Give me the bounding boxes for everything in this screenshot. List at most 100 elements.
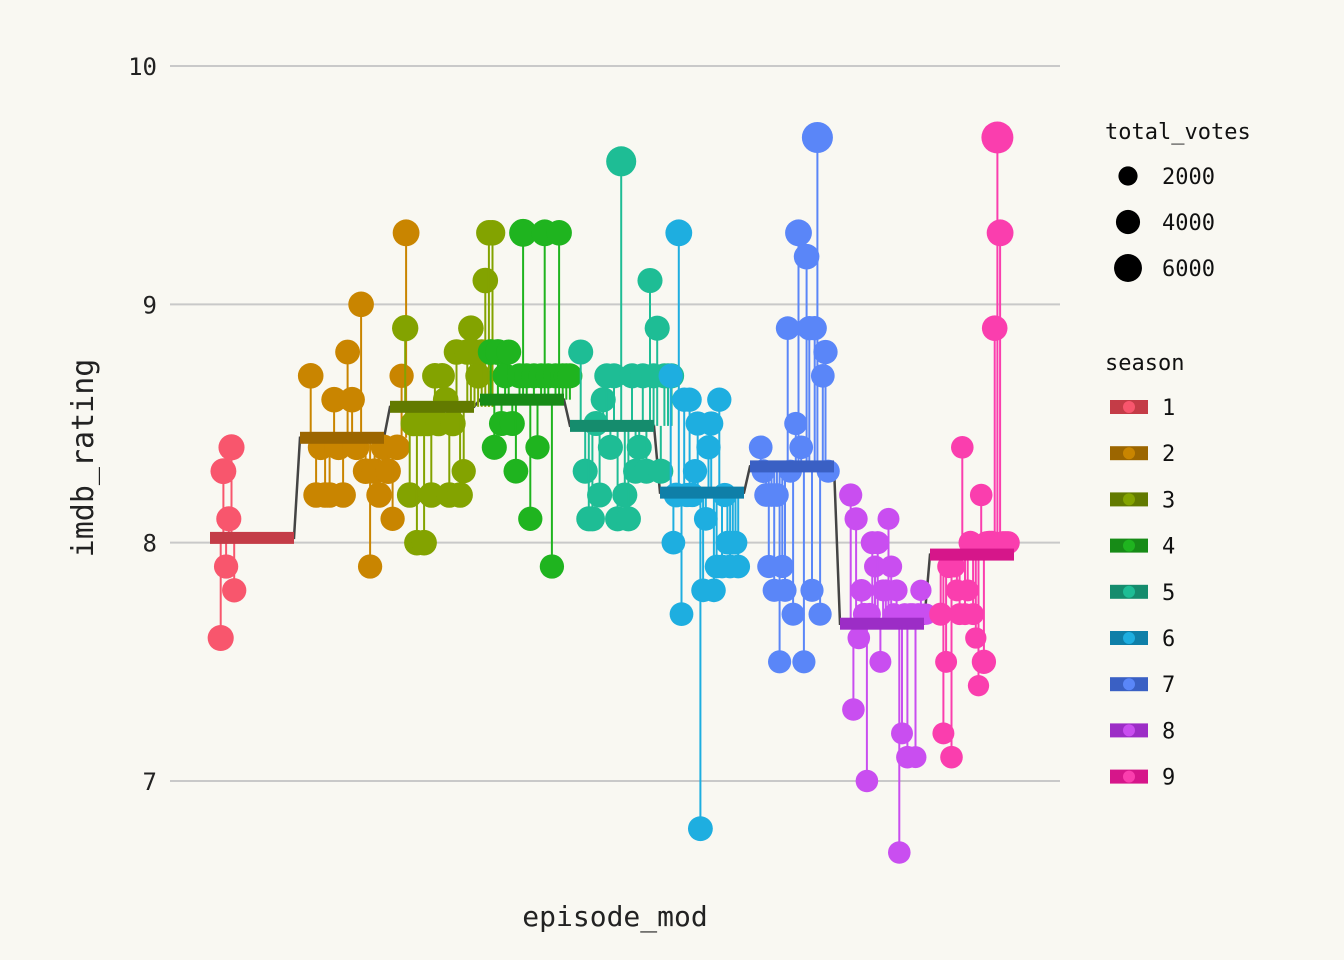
episode-point	[587, 482, 613, 508]
episode-point	[612, 482, 638, 508]
episode-point	[579, 506, 605, 532]
episode-point	[699, 411, 724, 436]
episode-point	[572, 458, 598, 484]
episode-point	[525, 435, 550, 460]
season-9-lollipops	[929, 121, 1020, 769]
episode-point	[218, 434, 245, 461]
y-tick-label-9: 9	[143, 291, 157, 319]
y-tick-label-7: 7	[143, 768, 157, 796]
season-1-mean-bar	[210, 531, 294, 544]
lollipops	[207, 121, 1020, 864]
episode-point	[637, 267, 663, 294]
season-9-mean-bar	[930, 548, 1014, 561]
episode-point	[606, 146, 637, 177]
episode-point	[888, 841, 911, 864]
episode-point	[335, 339, 361, 365]
episode-point	[366, 482, 392, 508]
episode-point	[615, 506, 641, 532]
legend-total-votes: total_votes 2000 4000 6000	[1105, 120, 1251, 282]
episode-point	[986, 219, 1014, 247]
episode-point	[981, 315, 1008, 341]
episode-point	[781, 602, 805, 626]
episode-point	[801, 121, 833, 154]
episode-point	[380, 506, 405, 531]
episode-point	[648, 458, 674, 484]
episode-point	[996, 531, 1020, 555]
episode-point	[967, 675, 990, 697]
season-legend-label-8: 8	[1162, 719, 1175, 744]
episode-point	[891, 722, 913, 745]
episode-point	[726, 554, 751, 579]
episode-point	[590, 387, 616, 413]
episode-point	[557, 363, 583, 389]
episode-point	[339, 386, 365, 413]
episode-point	[940, 745, 963, 769]
episode-point	[392, 219, 420, 247]
episode-point	[885, 579, 908, 602]
size-legend-dot-6000	[1114, 254, 1142, 282]
episode-point	[842, 698, 865, 721]
season-legend-label-7: 7	[1162, 673, 1175, 698]
season-legend-label-6: 6	[1162, 627, 1175, 652]
episode-point	[357, 554, 383, 579]
episode-point	[451, 459, 476, 484]
size-legend-dot-2000	[1118, 166, 1138, 186]
episode-point	[665, 219, 693, 247]
episode-point	[748, 435, 773, 460]
season-legend-label-5: 5	[1162, 581, 1175, 606]
episode-point	[447, 482, 473, 508]
episode-point	[479, 220, 506, 246]
size-legend-label-4000: 4000	[1162, 211, 1215, 236]
season-2-lollipops	[297, 219, 420, 579]
season-legend-dot-9	[1123, 770, 1135, 783]
season-legend-label-1: 1	[1162, 396, 1175, 421]
season-5-lollipops	[568, 146, 685, 532]
episode-point	[418, 482, 445, 508]
episode-point	[210, 458, 237, 485]
season-5-mean-bar	[570, 419, 654, 432]
y-axis-label: imdb_rating	[66, 359, 101, 558]
episode-point	[693, 506, 718, 531]
x-axis-label: episode_mod	[522, 900, 707, 934]
episode-point	[773, 578, 797, 602]
season-7-mean-bar	[750, 460, 834, 473]
size-legend-label-6000: 6000	[1162, 257, 1215, 282]
season-1-lollipops	[207, 434, 247, 652]
episode-point	[389, 363, 414, 388]
episode-point	[392, 314, 419, 342]
episode-point	[440, 410, 466, 437]
episode-point	[971, 649, 997, 674]
episode-point	[962, 603, 985, 626]
episode-point	[658, 363, 683, 388]
season-legend-dot-4	[1123, 539, 1135, 552]
y-tick-label-10: 10	[128, 53, 157, 81]
season-legend-dot-6	[1123, 632, 1135, 644]
y-axis-ticks: 7 8 9 10	[128, 53, 157, 796]
episode-point	[965, 627, 987, 649]
episode-point	[509, 218, 538, 247]
episode-point	[904, 746, 927, 769]
size-legend-label-2000: 2000	[1162, 165, 1215, 190]
episode-point	[216, 506, 242, 532]
legend-size-title: total_votes	[1105, 120, 1251, 145]
episode-point	[951, 436, 974, 459]
season-3-lollipops	[392, 220, 506, 556]
episode-point	[411, 529, 437, 556]
episode-point	[472, 267, 499, 294]
episode-point	[568, 339, 594, 365]
episode-point	[844, 507, 868, 531]
season-7-lollipops	[748, 121, 840, 674]
episode-point	[866, 531, 890, 555]
season-legend-label-2: 2	[1162, 442, 1175, 467]
episode-point	[499, 410, 525, 437]
episode-point	[384, 434, 410, 461]
season-legend-dot-2	[1123, 447, 1135, 460]
episode-point	[669, 602, 694, 627]
legend-season: season 1 2 3 4 5 6 7 8 9	[1105, 351, 1184, 791]
episode-point	[802, 316, 827, 341]
season-legend-dot-7	[1123, 678, 1135, 691]
size-legend-dot-4000	[1115, 209, 1141, 235]
episode-point	[810, 363, 835, 388]
episode-point	[935, 650, 958, 673]
